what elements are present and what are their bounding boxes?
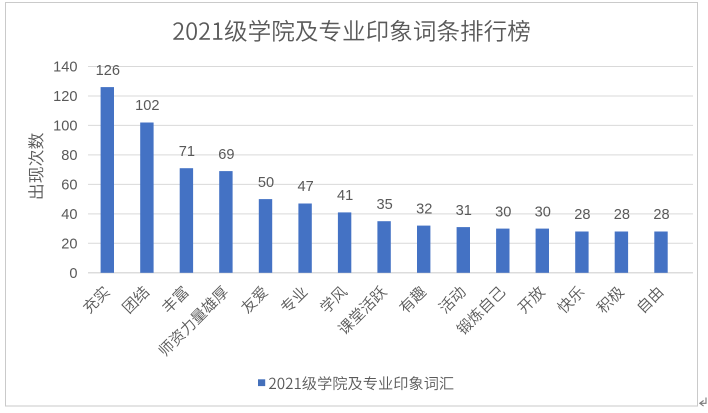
svg-text:30: 30 (535, 204, 551, 220)
svg-text:126: 126 (96, 63, 120, 79)
svg-text:35: 35 (376, 197, 392, 213)
svg-text:100: 100 (53, 119, 77, 135)
svg-text:28: 28 (574, 207, 590, 223)
svg-text:0: 0 (69, 266, 77, 282)
svg-text:20: 20 (61, 237, 77, 253)
svg-text:69: 69 (218, 147, 234, 163)
svg-text:80: 80 (61, 148, 77, 164)
svg-text:30: 30 (495, 204, 511, 220)
svg-text:40: 40 (61, 207, 77, 223)
svg-text:120: 120 (53, 89, 77, 105)
svg-text:102: 102 (135, 98, 159, 114)
svg-text:31: 31 (456, 203, 472, 219)
svg-text:41: 41 (337, 188, 353, 204)
svg-text:28: 28 (653, 207, 669, 223)
svg-text:60: 60 (61, 178, 77, 194)
svg-text:28: 28 (614, 207, 630, 223)
svg-text:32: 32 (416, 201, 432, 217)
svg-text:50: 50 (258, 175, 274, 191)
svg-text:47: 47 (297, 179, 313, 195)
svg-text:71: 71 (179, 144, 195, 160)
svg-text:140: 140 (53, 60, 77, 76)
